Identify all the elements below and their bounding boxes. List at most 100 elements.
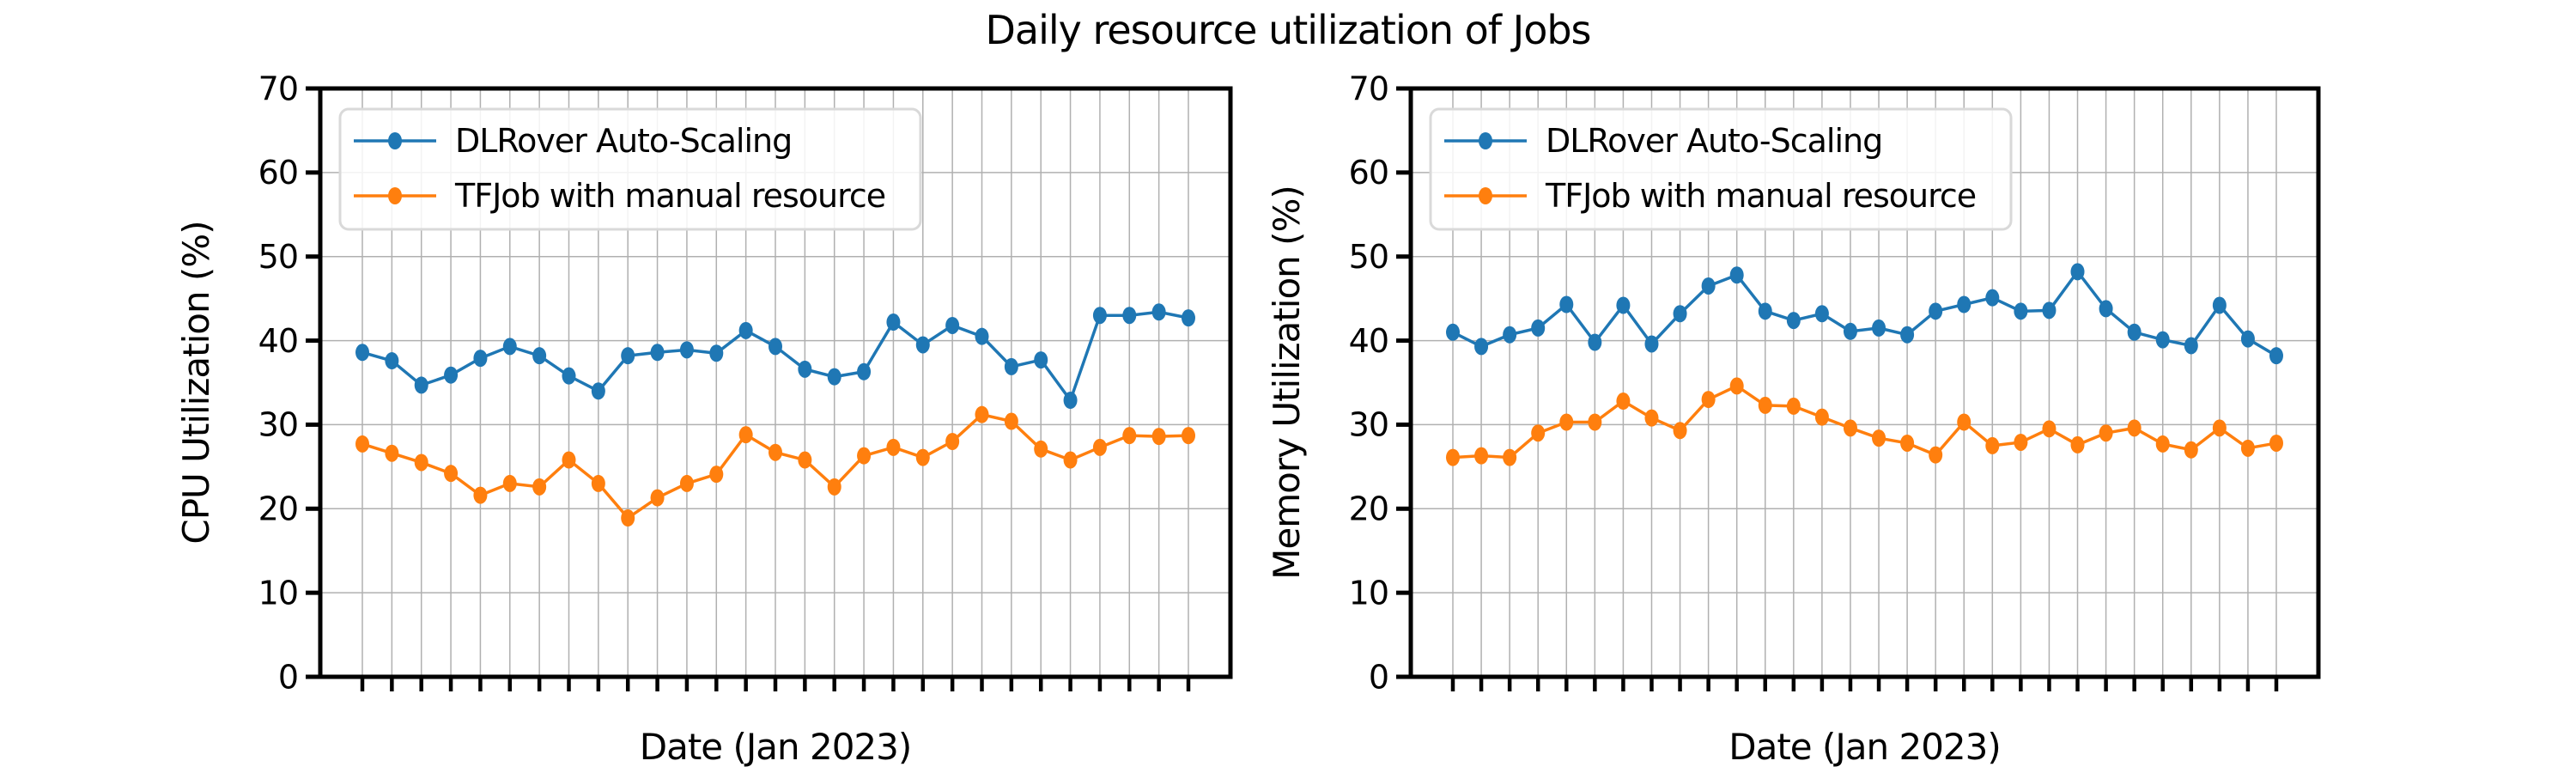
memory-tfjob-with-manual-resource-marker — [2155, 435, 2170, 453]
cpu-dlrover-auto-scaling-marker — [857, 362, 872, 380]
memory-dlrover-auto-scaling-marker — [2127, 323, 2142, 341]
memory-tfjob-with-manual-resource-line — [1452, 384, 2277, 460]
cpu-dlrover-auto-scaling-marker — [1063, 392, 1078, 410]
cpu-tfjob-with-manual-resource-marker — [915, 448, 930, 466]
cpu-tfjob-with-manual-resource-marker — [945, 433, 960, 450]
memory-spines — [1408, 86, 2321, 679]
memory-dlrover-auto-scaling-marker — [1900, 326, 1915, 344]
cpu-dlrover-auto-scaling-marker — [444, 366, 459, 384]
memory-ytick-label: 0 — [1369, 658, 1388, 696]
memory-dlrover-auto-scaling-marker — [2184, 337, 2198, 355]
memory-dlrover-auto-scaling-marker — [1616, 296, 1631, 314]
cpu-tfjob-with-manual-resource-marker — [827, 478, 841, 496]
cpu-dlrover-auto-scaling-marker — [1034, 351, 1048, 369]
cpu-dlrover-auto-scaling-marker — [886, 313, 901, 332]
memory-legend-box — [1429, 107, 2013, 231]
memory-tfjob-with-manual-resource-marker — [1673, 422, 1687, 440]
cpu-tfjob-with-manual-resource-marker — [650, 489, 665, 507]
memory-tfjob-with-manual-resource-marker — [1843, 419, 1857, 437]
cpu-dlrover-auto-scaling-marker — [709, 344, 724, 362]
cpu-dlrover-auto-scaling-marker — [414, 376, 428, 394]
cpu-tfjob-with-manual-resource-marker — [1092, 438, 1107, 456]
cpu-ytick-labels: 0 10 20 30 40 50 60 70 — [258, 70, 299, 696]
cpu-tfjob-with-manual-resource-marker — [473, 486, 488, 504]
cpu-ytick-label: 60 — [258, 154, 298, 192]
cpu-dlrover-auto-scaling-marker — [679, 341, 694, 359]
cpu-tfjob-with-manual-resource-markers — [355, 405, 1195, 527]
memory-dlrover-auto-scaling-marker — [1729, 266, 1744, 284]
figure-title: Daily resource utilization of Jobs — [985, 7, 1591, 53]
memory-dlrover-auto-scaling-line — [1452, 269, 2277, 357]
memory-tfjob-with-manual-resource-marker — [2184, 441, 2198, 459]
cpu-ytick-label: 40 — [258, 322, 298, 360]
cpu-tfjob-with-manual-resource-marker — [1063, 451, 1078, 469]
memory-xaxis-label: Date (Jan 2023) — [1728, 726, 2001, 768]
memory-tfjob-with-manual-resource-marker — [1872, 429, 1886, 447]
cpu-tfjob-with-manual-resource-marker — [562, 451, 576, 469]
memory-ytick-label: 60 — [1349, 154, 1388, 192]
memory-ytick-label: 40 — [1349, 322, 1388, 360]
cpu-ytick-label: 70 — [258, 70, 298, 107]
memory-tfjob-with-manual-resource-markers — [1446, 377, 2283, 466]
memory-tfjob-with-manual-resource-marker — [2042, 420, 2057, 438]
memory-dlrover-auto-scaling-marker — [2240, 330, 2255, 348]
memory-tfjob-with-manual-resource-marker — [1900, 434, 1915, 452]
memory-tfjob-with-manual-resource-marker — [2212, 419, 2227, 437]
cpu-tfjob-with-manual-resource-marker — [1151, 428, 1166, 446]
memory-ticks — [1396, 86, 2279, 691]
cpu-tfjob-with-manual-resource-marker — [444, 465, 459, 483]
cpu-dlrover-auto-scaling-marker — [532, 347, 547, 365]
cpu-dlrover-auto-scaling-marker — [1092, 307, 1107, 325]
memory-tfjob-with-manual-resource-marker — [1531, 424, 1546, 442]
memory-dlrover-auto-scaling-marker — [1814, 305, 1829, 323]
memory-tfjob-with-manual-resource-marker — [2269, 434, 2283, 452]
memory-tfjob-with-manual-resource-marker — [1503, 448, 1517, 466]
memory-dlrover-auto-scaling-marker — [1985, 289, 2000, 307]
memory-dlrover-auto-scaling-marker — [1786, 312, 1801, 330]
cpu-ticks — [306, 86, 1191, 691]
memory-tfjob-with-manual-resource-marker — [1644, 409, 1659, 427]
memory-dlrover-auto-scaling-marker — [1559, 295, 1574, 313]
cpu-legend-tfjob-with-manual-resource-sample-marker — [388, 187, 402, 204]
memory-ytick-label: 50 — [1349, 238, 1388, 276]
memory-dlrover-auto-scaling-marker — [2099, 300, 2113, 318]
memory-dlrover-auto-scaling-marker — [1474, 338, 1489, 356]
cpu-dlrover-auto-scaling-marker — [621, 347, 635, 365]
memory-dlrover-auto-scaling-marker — [1872, 319, 1886, 337]
cpu-dlrover-auto-scaling-marker — [975, 327, 989, 345]
memory-tfjob-with-manual-resource-marker — [1701, 391, 1716, 409]
memory-yaxis-label: Memory Utilization (%) — [1266, 186, 1308, 580]
cpu-ytick-label: 10 — [258, 574, 298, 612]
memory-dlrover-auto-scaling-marker — [1843, 322, 1857, 340]
memory-legend-tfjob-with-manual-resource-label: TFJob with manual resource — [1545, 177, 1976, 215]
memory-dlrover-auto-scaling-marker — [2212, 296, 2227, 314]
cpu-dlrover-auto-scaling-marker — [1004, 357, 1018, 375]
cpu-dlrover-auto-scaling-marker — [502, 338, 517, 356]
cpu-tfjob-with-manual-resource-marker — [532, 478, 547, 496]
cpu-ytick-label: 50 — [258, 238, 298, 276]
memory-dlrover-auto-scaling-markers — [1446, 263, 2283, 365]
memory-ytick-label: 10 — [1349, 574, 1388, 612]
cpu-dlrover-auto-scaling-marker — [355, 344, 369, 362]
memory-dlrover-auto-scaling-marker — [1503, 326, 1517, 344]
memory-tfjob-with-manual-resource-marker — [1814, 408, 1829, 426]
memory-tfjob-with-manual-resource-marker — [1474, 447, 1489, 465]
cpu-plot: 0 10 20 30 40 50 60 70 Date (Jan 2023) CPU Utiliz… — [175, 70, 1233, 768]
cpu-dlrover-auto-scaling-marker — [915, 336, 930, 354]
cpu-tfjob-with-manual-resource-marker — [1034, 440, 1048, 458]
memory-tfjob-with-manual-resource-marker — [2014, 433, 2028, 451]
cpu-legend-dlrover-auto-scaling-sample-marker — [388, 132, 402, 149]
cpu-tfjob-with-manual-resource-marker — [621, 509, 635, 527]
memory-dlrover-auto-scaling-marker — [2042, 301, 2057, 320]
memory-tfjob-with-manual-resource-marker — [1588, 413, 1602, 431]
cpu-dlrover-auto-scaling-marker — [650, 344, 665, 362]
memory-dlrover-auto-scaling-marker — [1531, 319, 1546, 337]
memory-tfjob-with-manual-resource-marker — [2127, 419, 2142, 437]
memory-legend-tfjob-with-manual-resource-sample-marker — [1479, 187, 1492, 204]
memory-legend-dlrover-auto-scaling-label: DLRover Auto-Scaling — [1546, 122, 1882, 160]
cpu-tfjob-with-manual-resource-marker — [385, 444, 399, 462]
memory-dlrover-auto-scaling-marker — [2269, 347, 2283, 365]
memory-dlrover-auto-scaling-marker — [1588, 333, 1602, 351]
memory-tfjob-with-manual-resource-marker — [1929, 446, 1943, 464]
